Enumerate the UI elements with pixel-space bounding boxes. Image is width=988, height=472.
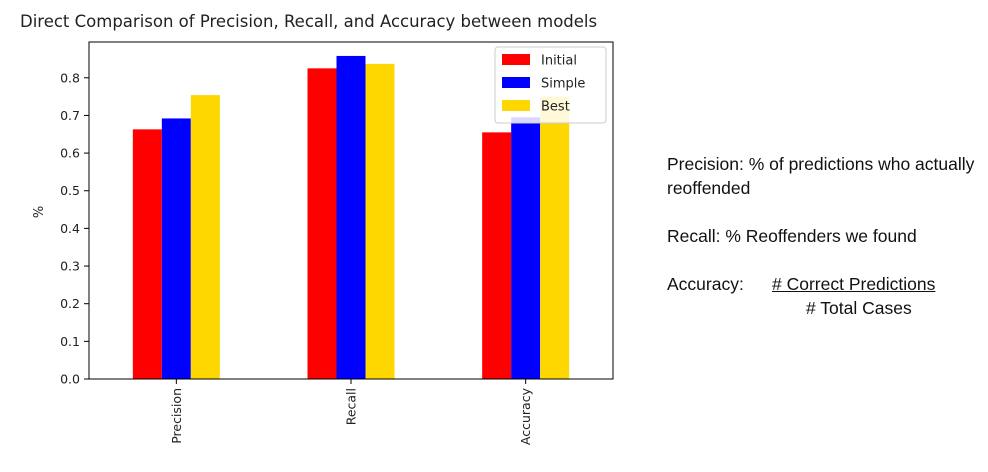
- accuracy-numerator: # Correct Predictions: [772, 274, 936, 294]
- y-axis-label: %: [32, 206, 47, 218]
- accuracy-label: Accuracy:: [667, 274, 744, 294]
- x-ticks: Precision Recall Accuracy: [169, 379, 533, 445]
- y-tick-label: 0.1: [60, 334, 80, 349]
- bar-initial-precision: [132, 129, 162, 379]
- bar-best-precision: [190, 95, 220, 380]
- legend-swatch-best: [502, 100, 530, 111]
- y-tick-label: 0.4: [60, 221, 80, 236]
- bar-best-accuracy: [540, 96, 570, 379]
- y-tick-label: 0.8: [60, 70, 80, 85]
- bar-initial-recall: [307, 68, 337, 379]
- bar-initial-accuracy: [482, 132, 512, 379]
- accuracy-definition: Accuracy: # Correct Predictions # Total …: [667, 272, 977, 318]
- definitions-panel: Precision: % of predictions who actually…: [667, 152, 977, 318]
- x-tick-label: Recall: [344, 388, 359, 425]
- y-tick-label: 0.6: [60, 146, 80, 161]
- y-ticks: 0.0 0.1 0.2 0.3 0.4 0.5 0.6 0.7 0.8: [60, 70, 89, 387]
- y-tick-label: 0.3: [60, 259, 80, 274]
- legend-label-initial: Initial: [541, 54, 577, 69]
- legend-label-simple: Simple: [541, 77, 585, 92]
- bar-best-recall: [365, 63, 395, 379]
- precision-definition: Precision: % of predictions who actually…: [667, 154, 975, 198]
- accuracy-denominator: # Total Cases: [806, 298, 912, 318]
- y-tick-label: 0.0: [60, 372, 80, 387]
- y-tick-label: 0.5: [60, 183, 80, 198]
- legend-swatch-simple: [502, 77, 530, 88]
- legend-label-best: Best: [541, 100, 570, 115]
- plot-frame: [88, 41, 614, 380]
- y-tick-label: 0.2: [60, 296, 80, 311]
- bar-simple-recall: [336, 55, 366, 379]
- chart-title: Direct Comparison of Precision, Recall, …: [20, 12, 597, 31]
- legend-swatch-initial: [502, 54, 530, 65]
- recall-definition: Recall: % Reoffenders we found: [667, 226, 917, 246]
- x-tick-label: Accuracy: [518, 387, 533, 445]
- bars-layer: [132, 55, 570, 380]
- y-tick-label: 0.7: [60, 108, 80, 123]
- legend: Initial Simple Best: [494, 46, 607, 124]
- bar-simple-precision: [161, 118, 191, 379]
- bar-simple-accuracy: [511, 117, 541, 380]
- x-tick-label: Precision: [169, 388, 184, 444]
